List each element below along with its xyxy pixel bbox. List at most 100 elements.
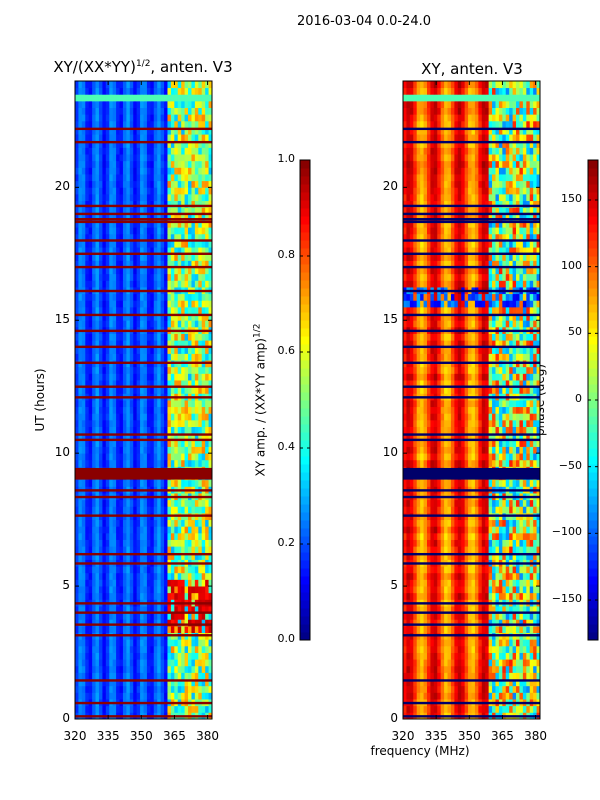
heatmap-cell	[160, 526, 165, 534]
heatmap-cell	[153, 546, 158, 554]
heatmap-cell	[95, 433, 100, 441]
heatmap-cell	[522, 645, 527, 653]
heatmap-cell	[167, 207, 172, 215]
heatmap-cell	[177, 672, 182, 680]
heatmap-cell	[102, 665, 107, 673]
heatmap-cell	[184, 619, 189, 627]
colorbar-segment	[300, 592, 310, 601]
heatmap-cell	[164, 313, 168, 321]
heatmap-cell	[529, 566, 534, 574]
heatmap-cell	[140, 705, 144, 713]
heatmap-cell	[177, 679, 182, 687]
heatmap-cell	[430, 685, 435, 693]
heatmap-cell	[157, 167, 162, 175]
colorbar-segment	[300, 264, 310, 273]
heatmap-cell	[170, 346, 175, 354]
heatmap-cell	[170, 453, 175, 461]
heatmap-cell	[164, 247, 168, 255]
heatmap-cell	[201, 592, 206, 600]
heatmap-cell	[153, 100, 158, 108]
heatmap-cell	[198, 619, 203, 627]
heatmap-cell	[75, 247, 79, 255]
heatmap-cell	[194, 645, 199, 653]
heatmap-cell	[447, 645, 452, 653]
heatmap-cell	[129, 107, 134, 115]
heatmap-cell	[81, 267, 86, 275]
heatmap-cell	[208, 519, 213, 527]
heatmap-cell	[478, 672, 483, 680]
heatmap-cell	[536, 672, 541, 680]
heatmap-cell	[413, 645, 418, 653]
heatmap-cell	[116, 386, 120, 394]
heatmap-cell	[164, 659, 168, 667]
heatmap-cell	[536, 692, 541, 700]
heatmap-cell	[488, 639, 493, 647]
heatmap-cell	[95, 400, 100, 408]
heatmap-cell	[126, 519, 131, 527]
heatmap-cell	[143, 187, 148, 195]
heatmap-cell	[150, 679, 155, 687]
heatmap-cell	[81, 227, 86, 235]
heatmap-cell	[78, 306, 83, 315]
heatmap-cell	[75, 586, 79, 594]
heatmap-cell	[488, 592, 493, 600]
heatmap-cell	[153, 645, 158, 653]
heatmap-cell	[109, 546, 114, 554]
heatmap-cell	[423, 619, 428, 627]
heatmap-cell	[78, 193, 83, 202]
heatmap-cell	[81, 526, 86, 534]
heatmap-cell	[126, 346, 131, 354]
colorbar-segment	[300, 376, 310, 385]
heatmap-cell	[505, 692, 510, 700]
heatmap-cell	[92, 134, 96, 142]
heatmap-cell	[126, 652, 131, 660]
heatmap-cell	[205, 459, 209, 467]
heatmap-cell	[198, 453, 203, 461]
heatmap-cell	[133, 193, 138, 202]
heatmap-cell	[450, 672, 455, 680]
heatmap-cell	[208, 592, 213, 600]
heatmap-cell	[78, 546, 83, 554]
heatmap-cell	[136, 306, 141, 315]
heatmap-cell	[133, 506, 138, 514]
heatmap-cell	[122, 459, 127, 467]
heatmap-cell	[505, 665, 510, 673]
heatmap-cell	[150, 247, 155, 255]
heatmap-cell	[505, 606, 510, 614]
heatmap-cell	[413, 586, 418, 594]
heatmap-cell	[444, 685, 448, 693]
heatmap-cell	[88, 400, 93, 408]
heatmap-cell	[184, 400, 189, 408]
heatmap-cell	[109, 180, 114, 188]
heatmap-cell	[191, 267, 196, 275]
heatmap-cell	[105, 386, 110, 394]
heatmap-cell	[181, 147, 185, 155]
heatmap-cell	[98, 625, 103, 634]
heatmap-cell	[502, 685, 507, 693]
heatmap-cell	[184, 386, 189, 394]
heatmap-cell	[150, 413, 155, 421]
heatmap-cell	[102, 532, 107, 540]
heatmap-cell	[119, 213, 124, 221]
heatmap-cell	[191, 120, 196, 128]
heatmap-cell	[201, 453, 206, 461]
heatmap-cell	[170, 107, 175, 115]
heatmap-cell	[170, 592, 175, 600]
heatmap-cell	[119, 532, 124, 540]
heatmap-cell	[85, 147, 90, 155]
heatmap-cell	[198, 187, 203, 195]
heatmap-cell	[191, 247, 196, 255]
heatmap-cell	[184, 167, 189, 175]
heatmap-cell	[98, 373, 103, 381]
heatmap-cell	[112, 147, 117, 155]
heatmap-cell	[85, 446, 90, 454]
heatmap-cell	[174, 320, 179, 328]
heatmap-cell	[437, 692, 442, 700]
heatmap-cell	[143, 519, 148, 527]
heatmap-cell	[519, 705, 524, 713]
heatmap-cell	[177, 134, 182, 142]
heatmap-cell	[146, 120, 151, 128]
heatmap-cell	[85, 233, 90, 241]
heatmap-cell	[150, 81, 155, 89]
heatmap-cell	[191, 380, 196, 388]
